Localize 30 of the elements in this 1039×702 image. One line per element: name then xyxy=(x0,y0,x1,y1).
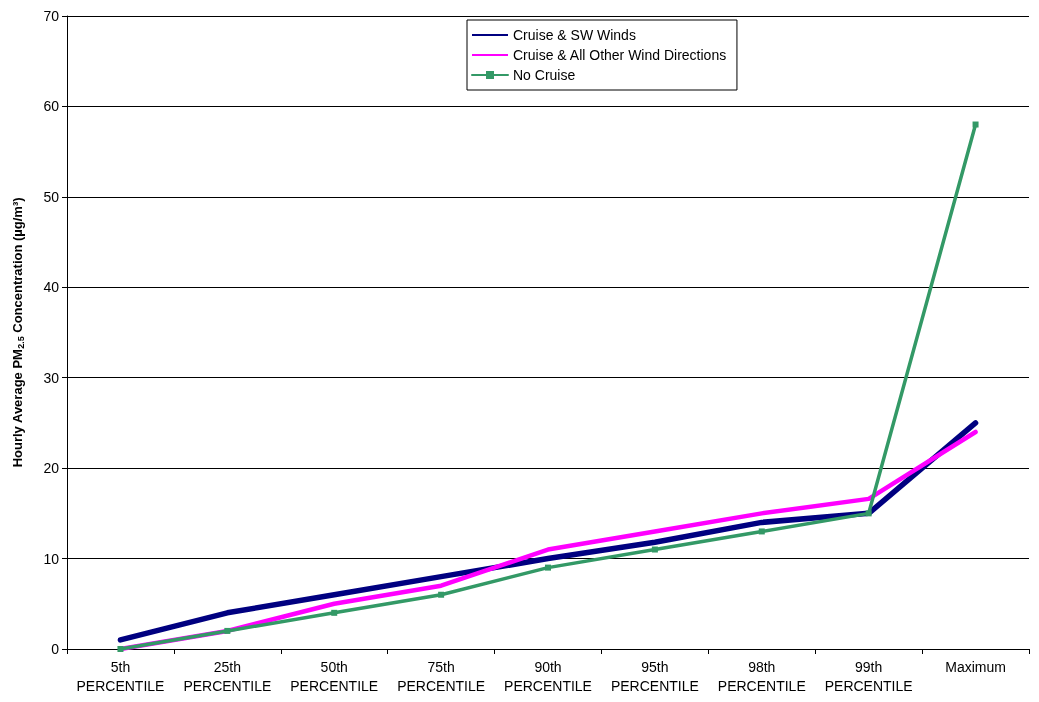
x-tick-label: 99th PERCENTILE xyxy=(824,658,913,694)
y-tick-label: 60 xyxy=(43,98,60,115)
x-tick-label: 98th PERCENTILE xyxy=(717,658,806,694)
y-tick-label: 20 xyxy=(43,460,60,477)
point xyxy=(331,609,338,616)
point xyxy=(545,564,551,571)
x-tick-label: 95th PERCENTILE xyxy=(610,658,699,694)
x-tick-label: 5th PERCENTILE xyxy=(76,658,165,694)
legend-label: Cruise & All Other Wind Directions xyxy=(513,47,727,63)
point xyxy=(972,121,979,128)
point xyxy=(865,510,872,517)
y-tick-label: 40 xyxy=(43,279,60,296)
y-axis-title: Hourly Average PM2.5 Concentration (µg/m³) xyxy=(10,197,26,468)
y-tick-label: 10 xyxy=(43,550,60,567)
legend-label: Cruise & SW Winds xyxy=(513,27,636,43)
y-tick-label: 50 xyxy=(43,188,60,205)
x-tick-label: 25th PERCENTILE xyxy=(183,658,272,694)
x-tick-label: 50th PERCENTILE xyxy=(290,658,379,694)
y-tick-label: 0 xyxy=(51,641,60,657)
point xyxy=(651,546,658,553)
y-tick-label: 70 xyxy=(43,8,60,24)
legend-label: No Cruise xyxy=(513,67,576,83)
point xyxy=(758,528,765,535)
point xyxy=(438,591,445,598)
y-tick-label: 30 xyxy=(43,369,60,386)
point xyxy=(117,646,124,652)
x-tick-label: Maximum xyxy=(945,658,1006,675)
point xyxy=(224,627,231,634)
x-tick-label: 75th PERCENTILE xyxy=(397,658,486,694)
x-tick-label: 90th PERCENTILE xyxy=(504,658,592,694)
